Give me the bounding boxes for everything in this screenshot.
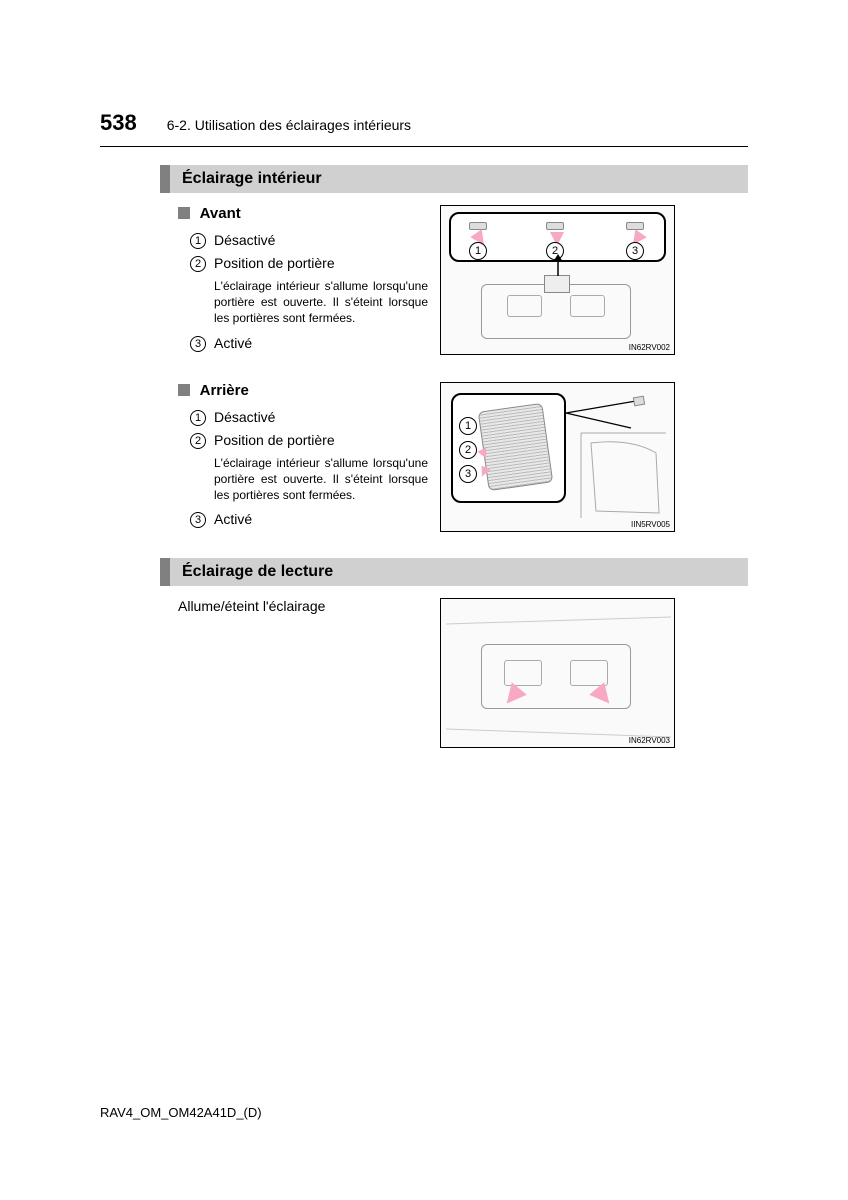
circled-number-icon: 2 (190, 433, 206, 449)
subsection-front: Avant 1 Désactivé 2 Position de portière… (178, 205, 748, 358)
circled-number-icon: 2 (190, 256, 206, 272)
list-item: 3 Activé (178, 511, 428, 528)
diagram-reading: IN62RV003 (440, 598, 675, 748)
chapter-title: 6-2. Utilisation des éclairages intérieu… (167, 117, 411, 133)
item-label: Position de portière (214, 432, 335, 448)
diagram-code: IN62RV003 (629, 736, 670, 745)
circled-number-icon: 1 (190, 410, 206, 426)
circled-number-icon: 1 (190, 233, 206, 249)
item-label: Activé (214, 335, 252, 351)
item-description: L'éclairage intérieur s'allume lorsqu'un… (214, 278, 428, 327)
reading-text: Allume/éteint l'éclairage (178, 598, 428, 614)
list-item: 1 Désactivé (178, 409, 428, 426)
item-description: L'éclairage intérieur s'allume lorsqu'un… (214, 455, 428, 504)
square-marker-icon (178, 207, 190, 219)
list-item: 3 Activé (178, 335, 428, 352)
page-header: 538 6-2. Utilisation des éclairages inté… (100, 110, 748, 147)
square-marker-icon (178, 384, 190, 396)
item-label: Activé (214, 511, 252, 527)
subsection-heading-rear: Arrière (178, 382, 428, 399)
document-footer-code: RAV4_OM_OM42A41D_(D) (100, 1105, 262, 1120)
section-header-interior: Éclairage intérieur (160, 165, 748, 193)
diagram-code: IN62RV002 (629, 343, 670, 352)
subsection-heading-front: Avant (178, 205, 428, 222)
section-header-reading: Éclairage de lecture (160, 558, 748, 586)
subsection-rear: Arrière 1 Désactivé 2 Position de portiè… (178, 382, 748, 535)
list-item: 2 Position de portière (178, 255, 428, 272)
circled-number-icon: 3 (190, 512, 206, 528)
item-label: Désactivé (214, 232, 275, 248)
circled-number-icon: 3 (190, 336, 206, 352)
diagram-front: 1 2 3 IN62RV002 (440, 205, 675, 355)
item-label: Désactivé (214, 409, 275, 425)
subsection-reading: Allume/éteint l'éclairage IN62RV003 (178, 598, 748, 748)
diagram-rear: 1 2 3 IIN5RV005 (440, 382, 675, 532)
diagram-code: IIN5RV005 (631, 520, 670, 529)
item-label: Position de portière (214, 255, 335, 271)
list-item: 1 Désactivé (178, 232, 428, 249)
list-item: 2 Position de portière (178, 432, 428, 449)
page-number: 538 (100, 110, 137, 136)
